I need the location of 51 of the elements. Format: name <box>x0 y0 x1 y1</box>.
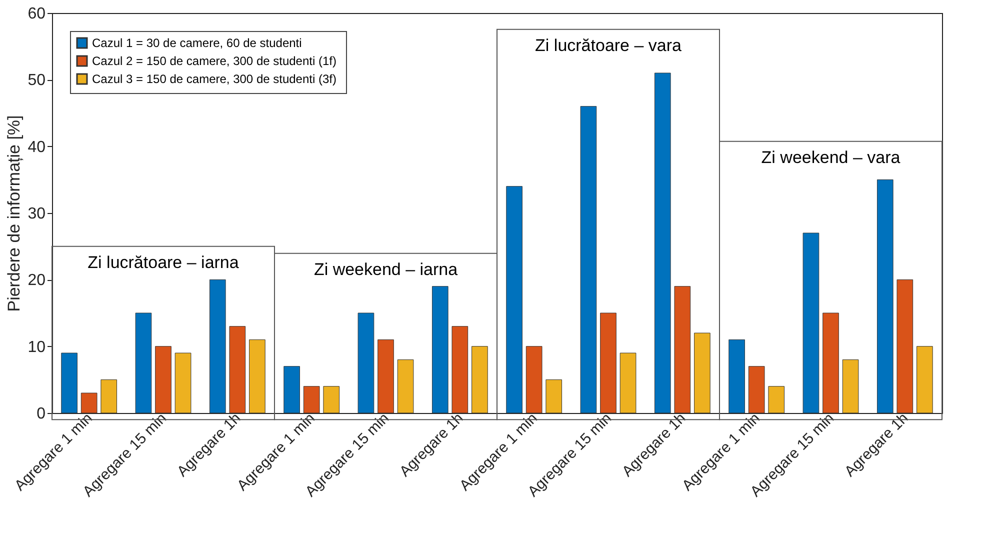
y-axis-title: Pierdere de informație [%] <box>4 115 24 312</box>
annotation: Zi lucrătoare – vara <box>535 36 682 55</box>
bar <box>174 352 192 414</box>
y-tick-label: 30 <box>28 206 46 222</box>
bar <box>155 346 172 414</box>
annotation: Zi weekend – vara <box>761 148 901 167</box>
bar <box>694 332 710 414</box>
y-tick-label: 50 <box>28 72 46 90</box>
bar <box>284 366 300 414</box>
y-tick-label: 10 <box>28 338 46 356</box>
bar <box>100 379 118 414</box>
bar <box>432 286 448 414</box>
legend-label: Cazul 2 = 150 de camere, 300 de studenti (1f) <box>92 54 336 68</box>
bar <box>728 339 745 414</box>
legend-label: Cazul 1 = 30 de camere, 60 de studenti <box>92 36 302 50</box>
bar <box>768 386 785 414</box>
y-tick-label: 60 <box>28 6 46 22</box>
bar <box>303 386 320 414</box>
bar <box>472 346 488 414</box>
bar <box>229 326 246 414</box>
annotation: Zi lucrătoare – iarna <box>88 253 240 272</box>
bar <box>842 359 859 414</box>
bar <box>580 106 597 414</box>
bar <box>358 312 374 414</box>
bar <box>80 392 98 414</box>
bar <box>209 279 226 414</box>
bar <box>397 359 414 414</box>
bar <box>674 286 691 414</box>
y-tick-label: 20 <box>28 272 46 290</box>
bar <box>61 352 78 414</box>
y-tick-label: 40 <box>28 138 46 156</box>
bar <box>748 366 765 414</box>
bar <box>452 326 468 414</box>
annotation: Zi weekend – iarna <box>314 260 458 279</box>
bar <box>620 352 636 414</box>
bar <box>506 186 522 414</box>
bar <box>378 339 394 414</box>
bar <box>600 312 616 414</box>
bar <box>654 72 671 414</box>
bar <box>546 379 562 414</box>
legend-label: Cazul 3 = 150 de camere, 300 de studenti (3f) <box>92 72 336 86</box>
bar <box>916 346 933 414</box>
bar <box>876 179 894 414</box>
bar <box>135 312 152 414</box>
bar <box>249 339 266 414</box>
bar <box>323 386 340 414</box>
y-tick-label: 0 <box>36 406 46 422</box>
bar <box>896 279 914 414</box>
bar <box>526 346 542 414</box>
bar <box>822 312 839 414</box>
bar <box>802 232 820 414</box>
